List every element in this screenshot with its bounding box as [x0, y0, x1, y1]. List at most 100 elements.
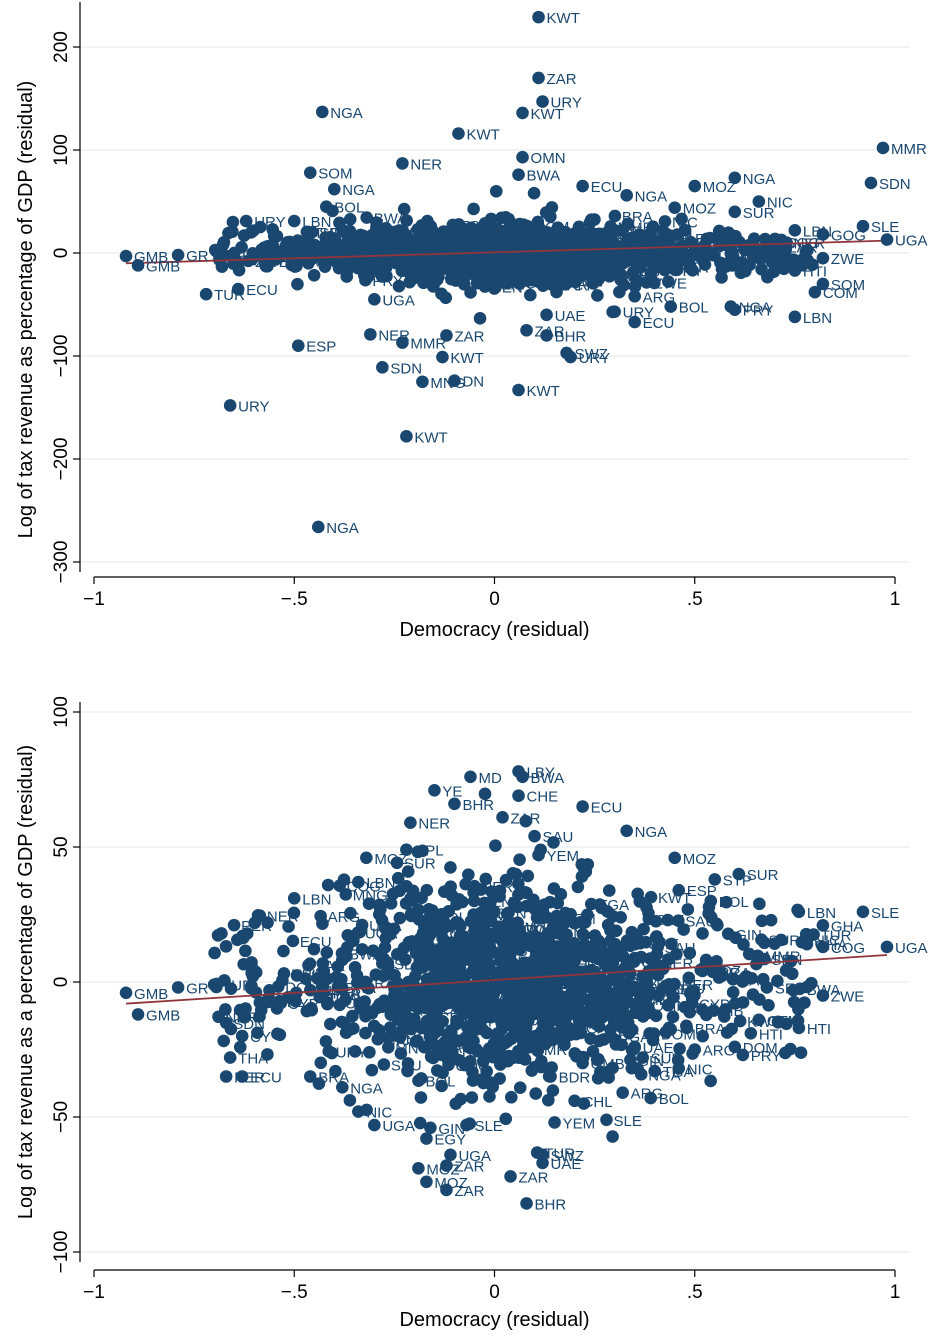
- cloud-point-label: SUR: [768, 933, 800, 950]
- cloud-point: [389, 256, 403, 270]
- data-point: [596, 1010, 609, 1024]
- data-point-label: STP: [723, 872, 752, 889]
- cloud-point: [561, 950, 574, 963]
- data-point-label: KWT: [450, 350, 483, 367]
- data-point-label: ZAR: [519, 1169, 549, 1186]
- x-tick-label: 1: [890, 589, 901, 610]
- data-point-label: SLE: [871, 905, 899, 922]
- cloud-point: [360, 211, 373, 224]
- cloud-point: [208, 946, 221, 960]
- cloud-point: [415, 1021, 428, 1035]
- cloud-point: [399, 953, 412, 966]
- data-point: [352, 875, 365, 889]
- data-point: [584, 1032, 597, 1045]
- cloud-point: [464, 234, 478, 248]
- data-point: [376, 361, 389, 374]
- cloud-point: [215, 927, 228, 940]
- cloud-point: [343, 212, 357, 226]
- cloud-point: [592, 952, 605, 966]
- data-point-label: BHR: [462, 797, 494, 814]
- cloud-point: [290, 969, 304, 982]
- data-point-label: ZAR: [547, 71, 577, 88]
- cloud-point: [627, 265, 640, 279]
- data-point: [291, 339, 305, 353]
- cloud-point: [432, 952, 446, 965]
- data-point: [792, 905, 806, 919]
- data-point-label: UAE: [551, 1156, 582, 1173]
- cloud-point: [291, 234, 305, 247]
- cloud-point: [444, 936, 458, 949]
- data-point: [620, 189, 633, 202]
- data-point: [680, 1021, 694, 1035]
- cloud-point: [666, 1010, 680, 1024]
- cloud-point: [445, 272, 458, 286]
- cloud-point: [414, 1091, 428, 1104]
- cloud-point: [503, 1051, 517, 1065]
- data-point-label: YEM: [547, 848, 580, 865]
- data-point-label: SLE: [871, 219, 899, 236]
- y-tick-label: −200: [51, 438, 72, 481]
- cloud-point: [464, 1055, 477, 1068]
- cloud-point: [314, 1056, 328, 1070]
- data-point-label: DN: [462, 374, 484, 391]
- cloud-point: [286, 934, 300, 948]
- cloud-point-label: GHA: [458, 936, 491, 953]
- cloud-point: [512, 237, 525, 250]
- cloud-point: [767, 265, 781, 279]
- data-point: [131, 1008, 145, 1021]
- data-point-label: BDR: [559, 1070, 591, 1087]
- cloud-point: [479, 965, 492, 979]
- data-point: [548, 1116, 561, 1129]
- cloud-point: [420, 883, 434, 897]
- y-axis-title: Log of tax revenue as percentage of GDP …: [15, 81, 37, 539]
- data-point-label: SOM: [831, 277, 865, 294]
- cloud-point: [495, 211, 508, 225]
- cloud-point: [649, 1009, 663, 1023]
- data-point: [440, 1183, 453, 1197]
- data-point-label: GMB: [146, 258, 180, 275]
- cloud-point: [320, 240, 334, 254]
- cloud-point: [251, 909, 265, 922]
- data-point: [311, 520, 325, 534]
- cloud-point: [612, 971, 626, 985]
- data-point-label: MOZ: [374, 851, 407, 868]
- x-tick-label: −1: [83, 589, 105, 610]
- data-point: [303, 166, 317, 179]
- cloud-point: [585, 1015, 598, 1029]
- data-point: [856, 905, 870, 919]
- data-point-label: THA: [238, 1051, 268, 1068]
- cloud-point: [459, 877, 472, 891]
- data-point: [608, 305, 621, 319]
- data-point-label: SUR: [743, 205, 775, 222]
- data-point: [352, 1105, 365, 1118]
- cloud-point: [428, 1009, 441, 1023]
- cloud-point: [503, 1033, 516, 1046]
- cloud-point: [531, 987, 544, 1001]
- cloud-point: [237, 229, 251, 242]
- cloud-point: [279, 238, 293, 252]
- cloud-point: [451, 1015, 465, 1029]
- cloud-point: [411, 222, 424, 236]
- data-point-label: BWA: [527, 168, 561, 185]
- data-point-label: TGA: [663, 1064, 694, 1081]
- data-point-label: ZAR: [535, 323, 565, 340]
- cloud-point: [436, 1037, 450, 1051]
- data-point-label: ZWE: [831, 251, 864, 268]
- data-point: [856, 219, 870, 233]
- data-point: [864, 176, 878, 190]
- data-point: [688, 179, 702, 193]
- data-point-label: LBN: [803, 310, 832, 327]
- data-point-label: BOL: [659, 1091, 689, 1108]
- cloud-point: [261, 995, 275, 1009]
- data-point-label: UGA: [458, 1148, 491, 1165]
- cloud-point: [584, 897, 598, 911]
- cloud-point: [583, 256, 597, 269]
- cloud-point: [325, 1046, 339, 1060]
- data-point-label: BWA: [531, 770, 565, 787]
- cloud-point: [651, 260, 665, 274]
- data-point: [808, 285, 822, 299]
- cloud-point: [432, 254, 445, 267]
- data-point-label: SEN: [775, 980, 806, 997]
- cloud-point: [328, 232, 342, 245]
- cloud-point: [758, 232, 772, 246]
